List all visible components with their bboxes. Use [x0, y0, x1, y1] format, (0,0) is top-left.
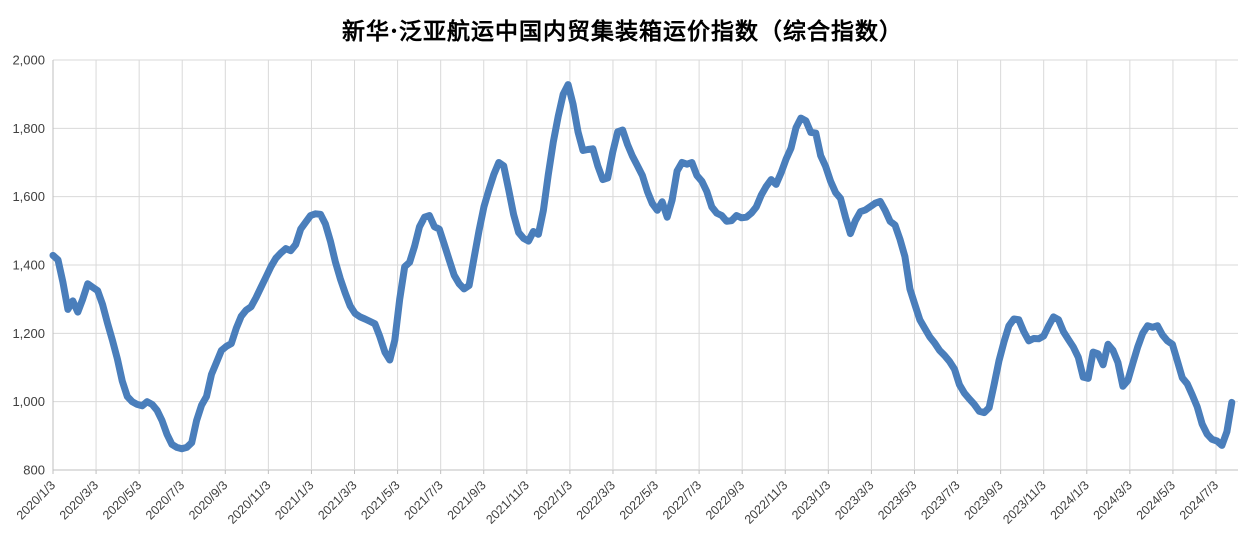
x-tick-label: 2022/11/3 — [742, 478, 791, 527]
x-tick-label: 2021/7/3 — [401, 478, 445, 522]
x-tick-label: 2022/1/3 — [531, 478, 575, 522]
x-tick-label: 2023/11/3 — [1000, 478, 1049, 527]
x-tick-label: 2023/3/3 — [832, 478, 876, 522]
x-tick-label: 2023/1/3 — [789, 478, 833, 522]
x-tick-label: 2021/3/3 — [315, 478, 359, 522]
y-tick-label: 2,000 — [12, 53, 45, 68]
x-tick-label: 2022/3/3 — [574, 478, 618, 522]
y-tick-label: 1,200 — [12, 326, 45, 341]
x-tick-label: 2023/5/3 — [875, 478, 919, 522]
index-series-line — [49, 81, 1236, 453]
x-tick-label: 2021/9/3 — [445, 478, 489, 522]
y-tick-label: 1,800 — [12, 121, 45, 136]
x-tick-label: 2020/7/3 — [143, 478, 187, 522]
y-tick-label: 1,400 — [12, 258, 45, 273]
x-tick-label: 2024/5/3 — [1134, 478, 1178, 522]
x-tick-label: 2024/3/3 — [1091, 478, 1135, 522]
x-tick-label: 2021/11/3 — [483, 478, 532, 527]
chart-title: 新华·泛亚航运中国内贸集装箱运价指数（综合指数） — [341, 18, 903, 45]
y-tick-label: 800 — [23, 463, 45, 478]
x-tick-label: 2024/7/3 — [1177, 478, 1221, 522]
x-tick-label: 2020/3/3 — [57, 478, 101, 522]
x-tick-label: 2020/11/3 — [225, 478, 274, 527]
y-tick-label: 1,600 — [12, 189, 45, 204]
x-tick-label: 2022/9/3 — [703, 478, 747, 522]
x-tick-label: 2021/1/3 — [272, 478, 316, 522]
y-tick-label: 1,000 — [12, 394, 45, 409]
x-tick-label: 2020/1/3 — [14, 478, 58, 522]
x-tick-label: 2021/5/3 — [358, 478, 402, 522]
x-tick-label: 2024/1/3 — [1048, 478, 1092, 522]
x-tick-label: 2020/5/3 — [100, 478, 144, 522]
x-tick-label: 2022/7/3 — [660, 478, 704, 522]
x-tick-label: 2020/9/3 — [186, 478, 230, 522]
x-tick-label: 2022/5/3 — [617, 478, 661, 522]
x-tick-label: 2023/9/3 — [961, 478, 1005, 522]
x-tick-label: 2023/7/3 — [918, 478, 962, 522]
